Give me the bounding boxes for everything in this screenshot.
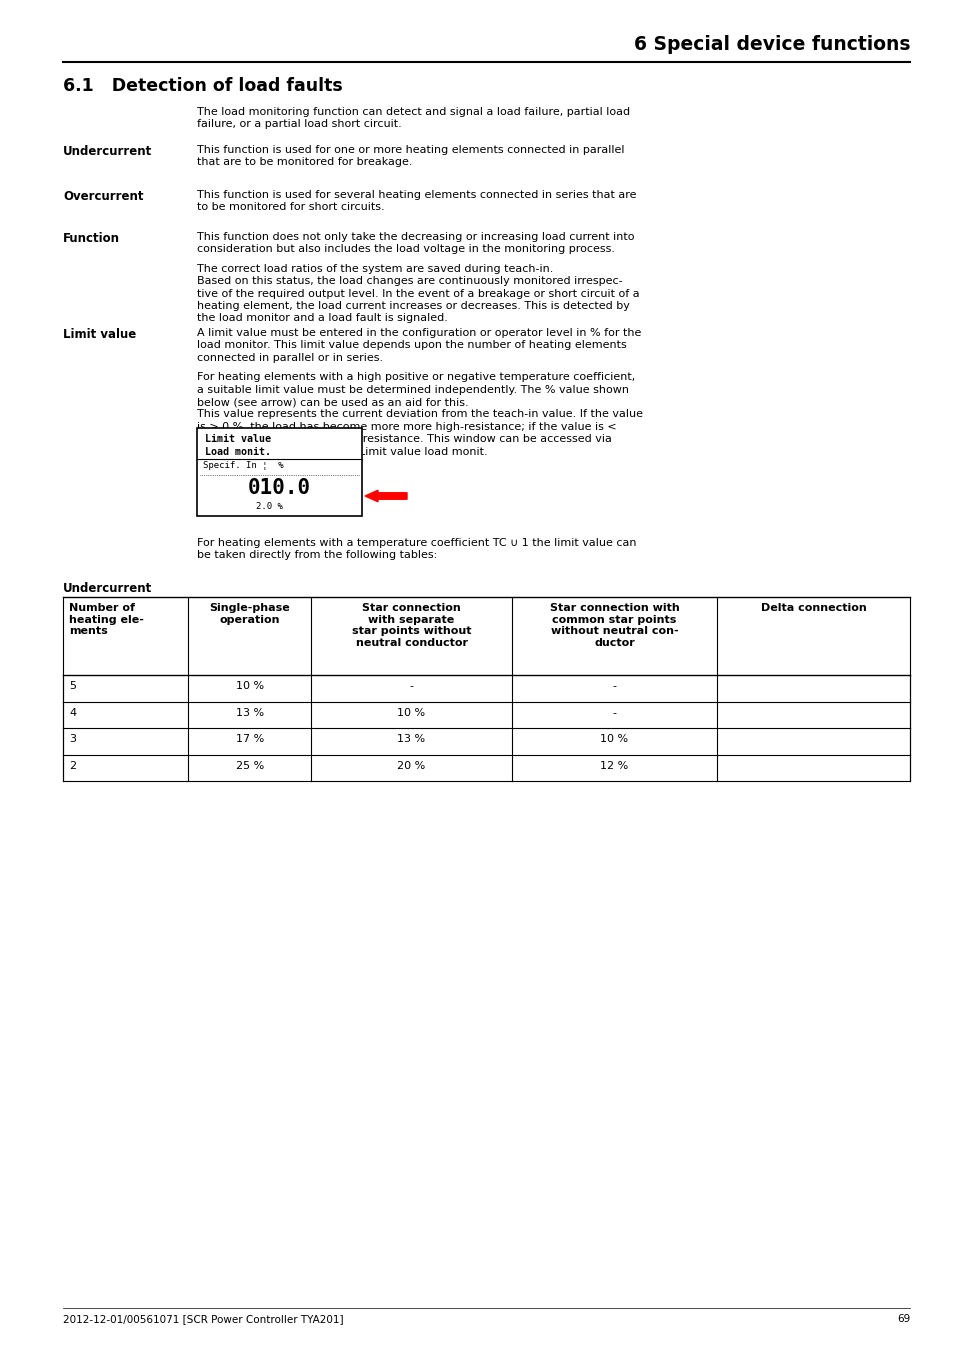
Text: Number of
heating ele-
ments: Number of heating ele- ments bbox=[69, 603, 144, 636]
Text: The load monitoring function can detect and signal a load failure, partial load: The load monitoring function can detect … bbox=[196, 107, 630, 117]
Text: -: - bbox=[612, 707, 616, 718]
Text: 0 %, it has become more low-resistance. This window can be accessed via: 0 %, it has become more low-resistance. … bbox=[196, 435, 611, 444]
Text: failure, or a partial load short circuit.: failure, or a partial load short circuit… bbox=[196, 119, 401, 130]
Text: Limit value: Limit value bbox=[205, 433, 271, 444]
Text: 3: 3 bbox=[69, 734, 76, 744]
Text: 10 %: 10 % bbox=[397, 707, 425, 718]
Text: 5: 5 bbox=[69, 682, 76, 691]
Text: 2: 2 bbox=[69, 761, 76, 771]
Text: Undercurrent: Undercurrent bbox=[63, 144, 152, 158]
Text: that are to be monitored for breakage.: that are to be monitored for breakage. bbox=[196, 158, 412, 167]
Text: Operator level→Monitoring →Limit value load monit.: Operator level→Monitoring →Limit value l… bbox=[196, 447, 487, 456]
Text: Based on this status, the load changes are continuously monitored irrespec-: Based on this status, the load changes a… bbox=[196, 277, 622, 286]
Text: -: - bbox=[409, 682, 413, 691]
Text: 69: 69 bbox=[896, 1314, 909, 1324]
Text: 010.0: 010.0 bbox=[248, 478, 311, 498]
Text: 13 %: 13 % bbox=[397, 734, 425, 744]
Text: 25 %: 25 % bbox=[235, 761, 264, 771]
Text: connected in parallel or in series.: connected in parallel or in series. bbox=[196, 352, 383, 363]
Bar bbox=[196, 428, 361, 516]
Text: 13 %: 13 % bbox=[235, 707, 264, 718]
Text: consideration but also includes the load voltage in the monitoring process.: consideration but also includes the load… bbox=[196, 244, 615, 254]
Text: Specif. In ¦  %: Specif. In ¦ % bbox=[203, 462, 283, 471]
Text: 4: 4 bbox=[69, 707, 76, 718]
Text: 6 Special device functions: 6 Special device functions bbox=[633, 35, 909, 54]
Text: is > 0 %, the load has become more more high-resistance; if the value is <: is > 0 %, the load has become more more … bbox=[196, 421, 616, 432]
Text: This function does not only take the decreasing or increasing load current into: This function does not only take the dec… bbox=[196, 232, 634, 242]
Text: 20 %: 20 % bbox=[397, 761, 425, 771]
Text: A limit value must be entered in the configuration or operator level in % for th: A limit value must be entered in the con… bbox=[196, 328, 640, 338]
Text: For heating elements with a temperature coefficient TC ∪ 1 the limit value can: For heating elements with a temperature … bbox=[196, 539, 636, 548]
Text: -: - bbox=[612, 682, 616, 691]
Text: The correct load ratios of the system are saved during teach-in.: The correct load ratios of the system ar… bbox=[196, 263, 553, 274]
Text: below (see arrow) can be used as an aid for this.: below (see arrow) can be used as an aid … bbox=[196, 397, 468, 406]
Text: 2.0 %: 2.0 % bbox=[255, 502, 283, 512]
Text: This function is used for one or more heating elements connected in parallel: This function is used for one or more he… bbox=[196, 144, 624, 155]
Text: to be monitored for short circuits.: to be monitored for short circuits. bbox=[196, 202, 384, 212]
Text: 2012-12-01/00561071 [SCR Power Controller TYA201]: 2012-12-01/00561071 [SCR Power Controlle… bbox=[63, 1314, 343, 1324]
Text: This function is used for several heating elements connected in series that are: This function is used for several heatin… bbox=[196, 190, 636, 200]
Text: Load monit.: Load monit. bbox=[205, 447, 271, 458]
Text: 10 %: 10 % bbox=[599, 734, 628, 744]
Text: Overcurrent: Overcurrent bbox=[63, 190, 143, 202]
Text: 17 %: 17 % bbox=[235, 734, 264, 744]
Text: 6.1   Detection of load faults: 6.1 Detection of load faults bbox=[63, 77, 342, 95]
Text: This value represents the current deviation from the teach-in value. If the valu: This value represents the current deviat… bbox=[196, 409, 642, 420]
Text: the load monitor and a load fault is signaled.: the load monitor and a load fault is sig… bbox=[196, 313, 447, 324]
Text: For heating elements with a high positive or negative temperature coefficient,: For heating elements with a high positiv… bbox=[196, 373, 635, 382]
Text: Star connection with
common star points
without neutral con-
ductor: Star connection with common star points … bbox=[549, 603, 679, 648]
Text: 10 %: 10 % bbox=[235, 682, 264, 691]
Text: load monitor. This limit value depends upon the number of heating elements: load monitor. This limit value depends u… bbox=[196, 340, 626, 351]
Text: Single-phase
operation: Single-phase operation bbox=[209, 603, 290, 625]
Text: 12 %: 12 % bbox=[599, 761, 628, 771]
Text: tive of the required output level. In the event of a breakage or short circuit o: tive of the required output level. In th… bbox=[196, 289, 639, 298]
Text: Undercurrent: Undercurrent bbox=[63, 582, 152, 595]
Text: heating element, the load current increases or decreases. This is detected by: heating element, the load current increa… bbox=[196, 301, 629, 310]
Text: Function: Function bbox=[63, 232, 120, 244]
FancyArrow shape bbox=[365, 490, 407, 502]
Text: Limit value: Limit value bbox=[63, 328, 136, 342]
Text: a suitable limit value must be determined independently. The % value shown: a suitable limit value must be determine… bbox=[196, 385, 628, 394]
Text: be taken directly from the following tables:: be taken directly from the following tab… bbox=[196, 551, 436, 560]
Text: Star connection
with separate
star points without
neutral conductor: Star connection with separate star point… bbox=[352, 603, 471, 648]
Text: Delta connection: Delta connection bbox=[760, 603, 865, 613]
